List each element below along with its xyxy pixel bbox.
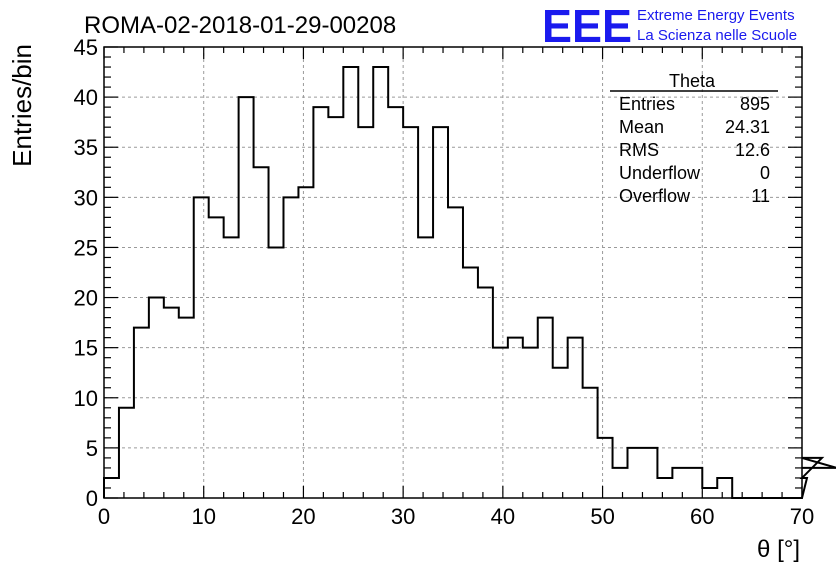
x-tick-label: 70 (790, 504, 814, 529)
y-tick-label: 5 (86, 436, 98, 461)
x-tick-label: 40 (491, 504, 515, 529)
y-tick-label: 25 (74, 235, 98, 260)
stats-box: Theta Entries 895 Mean 24.31 RMS 12.6 Un… (610, 71, 778, 206)
stats-label-underflow: Underflow (619, 163, 701, 183)
grid (104, 47, 802, 498)
y-tick-label: 40 (74, 85, 98, 110)
stats-label-mean: Mean (619, 117, 664, 137)
x-tick-label: 30 (391, 504, 415, 529)
y-tick-label: 45 (74, 35, 98, 60)
y-tick-label: 20 (74, 286, 98, 311)
axis-ticks (103, 46, 803, 499)
y-tick-label: 30 (74, 185, 98, 210)
y-tick-label: 0 (86, 486, 98, 511)
y-axis-label: Entries/bin (7, 44, 37, 167)
plot-frame (103, 46, 803, 499)
stats-value-mean: 24.31 (725, 117, 770, 137)
x-tick-label: 0 (98, 504, 110, 529)
stats-label-rms: RMS (619, 140, 659, 160)
x-axis-label: θ [°] (757, 536, 800, 563)
logo-line-2: La Scienza nelle Scuole (637, 27, 797, 44)
stats-label-overflow: Overflow (619, 186, 691, 206)
y-tick-label: 35 (74, 135, 98, 160)
x-tick-label: 60 (690, 504, 714, 529)
y-tick-labels: 0 5 10 15 20 25 30 35 40 45 (74, 35, 98, 511)
stats-value-entries: 895 (740, 94, 770, 114)
y-tick-label: 15 (74, 336, 98, 361)
stats-value-rms: 12.6 (735, 140, 770, 160)
chart-title: ROMA-02-2018-01-29-00208 (84, 12, 396, 39)
x-tick-label: 20 (291, 504, 315, 529)
x-tick-label: 10 (191, 504, 215, 529)
stats-value-overflow: 11 (751, 186, 770, 206)
x-tick-label: 50 (590, 504, 614, 529)
logo-line-1: Extreme Energy Events (637, 7, 795, 24)
y-tick-label: 10 (74, 386, 98, 411)
logo: EEE Extreme Energy Events La Scienza nel… (542, 0, 797, 52)
stats-label-entries: Entries (619, 94, 675, 114)
stats-title: Theta (669, 71, 716, 91)
histogram-outline (103, 66, 836, 499)
logo-mark: EEE (542, 0, 632, 52)
x-tick-labels: 0 10 20 30 40 50 60 70 (98, 504, 814, 529)
stats-value-underflow: 0 (760, 163, 770, 183)
